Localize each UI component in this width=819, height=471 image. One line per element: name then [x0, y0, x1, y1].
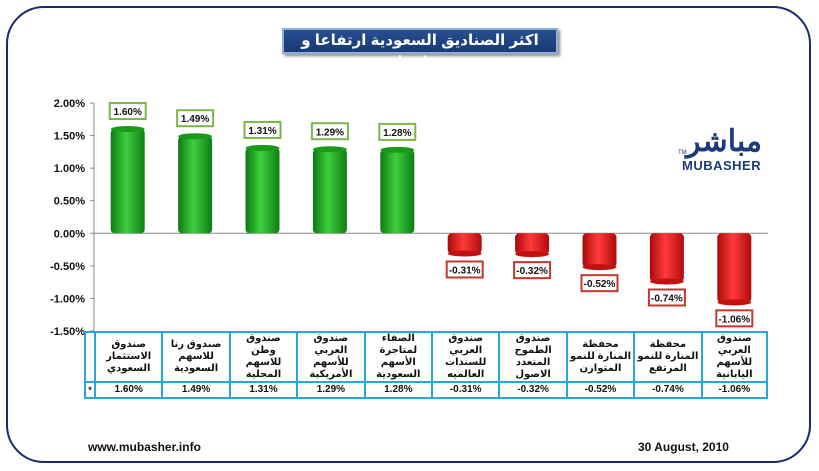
bar-cap: [447, 250, 482, 257]
bar-cap: [110, 126, 145, 133]
bar: [582, 233, 617, 268]
bar: [717, 233, 752, 303]
data-label-box: [513, 261, 552, 280]
bar: [447, 233, 482, 254]
y-tick-label: 0.50%: [54, 196, 85, 208]
data-label-box: [310, 122, 349, 141]
data-label-box: [715, 309, 754, 328]
category-label: صندوق الاستثمار السعودي: [94, 331, 162, 381]
brand-tm: TM: [678, 150, 687, 156]
value-cell: -0.32%: [498, 381, 566, 399]
category-label: صندوق العربي للأسهم اليابانية: [700, 331, 768, 381]
data-label: 1.28%: [383, 128, 411, 139]
bar: [515, 233, 550, 255]
y-tick-label: -1.50%: [50, 326, 85, 338]
website-link[interactable]: www.mubasher.info: [88, 440, 201, 454]
bar: [178, 136, 213, 234]
bar-cap: [582, 264, 617, 271]
report-date: 30 August, 2010: [638, 440, 729, 454]
bar-cap: [649, 278, 684, 285]
bar-cap: [312, 146, 347, 153]
data-label-box: [176, 109, 215, 128]
data-label: -0.32%: [516, 266, 548, 277]
bar: [380, 149, 415, 234]
data-label-box: [580, 274, 619, 293]
bar: [312, 149, 347, 234]
data-label-box: [243, 120, 282, 139]
value-cell: 1.60%: [94, 381, 162, 399]
bar-cap: [515, 251, 550, 258]
value-cell: 1.28%: [363, 381, 431, 399]
category-label: الصفاء لمتاجرة الأسهم السعودية: [363, 331, 431, 381]
category-label: صندوق وطن للاسهم المحلية: [228, 331, 297, 381]
data-label: 1.29%: [316, 127, 344, 138]
value-cell: 1.29%: [296, 381, 364, 399]
y-tick-label: 1.00%: [54, 163, 85, 175]
y-tick-label: 0.00%: [54, 228, 85, 240]
brand-english: MUBASHER: [682, 158, 762, 173]
mubasher-logo: مباشر TM MUBASHER: [672, 124, 772, 180]
value-cell: -0.74%: [633, 381, 701, 399]
bar-cap: [717, 299, 752, 306]
y-tick-label: -0.50%: [50, 261, 85, 273]
data-label: -0.31%: [449, 265, 481, 276]
data-label: 1.49%: [181, 114, 209, 125]
value-cell: 1.31%: [228, 381, 297, 399]
value-cell: -0.31%: [431, 381, 499, 399]
category-label: صندوق الطموح المتعدد الاصول: [498, 331, 566, 381]
bar: [245, 147, 280, 234]
y-tick-label: -1.00%: [50, 293, 85, 305]
brand-arabic: مباشر: [686, 124, 762, 159]
value-cell: 1.49%: [161, 381, 229, 399]
category-label: صندوق العربي للأسهم الأمريكية: [296, 331, 364, 381]
category-label: صندوق رنا للاسهم السعودية: [161, 331, 229, 381]
bar-cap: [178, 133, 213, 140]
data-label: 1.31%: [248, 126, 276, 137]
category-label: صندوق العربي للسندات العالميه: [431, 331, 499, 381]
data-label-box: [445, 260, 484, 279]
chart-title: اكثر الصناديق السعودية ارتفاعا و تراجعا: [282, 28, 558, 71]
legend-marker: *: [84, 381, 94, 399]
data-label-box: [378, 122, 417, 141]
bar: [649, 233, 684, 282]
data-table: * صندوق الاستثمار السعودي 1.60% صندوق رنا ل…: [84, 331, 768, 401]
category-label: محفظة المنارة للنمو المرتفع: [633, 331, 701, 381]
y-tick-label: 1.50%: [54, 131, 85, 143]
value-cell: -0.52%: [565, 381, 634, 399]
y-tick-label: 2.00%: [54, 98, 85, 110]
data-label: -0.74%: [651, 293, 683, 304]
table-corner-cell: [84, 331, 94, 381]
data-label: -1.06%: [718, 314, 750, 325]
bar: [110, 129, 145, 234]
value-cell: -1.06%: [700, 381, 768, 399]
data-label: 1.60%: [114, 107, 142, 118]
bar-cap: [245, 144, 280, 151]
data-label-box: [108, 102, 147, 121]
bar-cap: [380, 146, 415, 153]
data-label: -0.52%: [584, 279, 616, 290]
data-label-box: [647, 288, 686, 307]
category-label: محفظة المنارة للنمو المتوازن: [565, 331, 634, 381]
